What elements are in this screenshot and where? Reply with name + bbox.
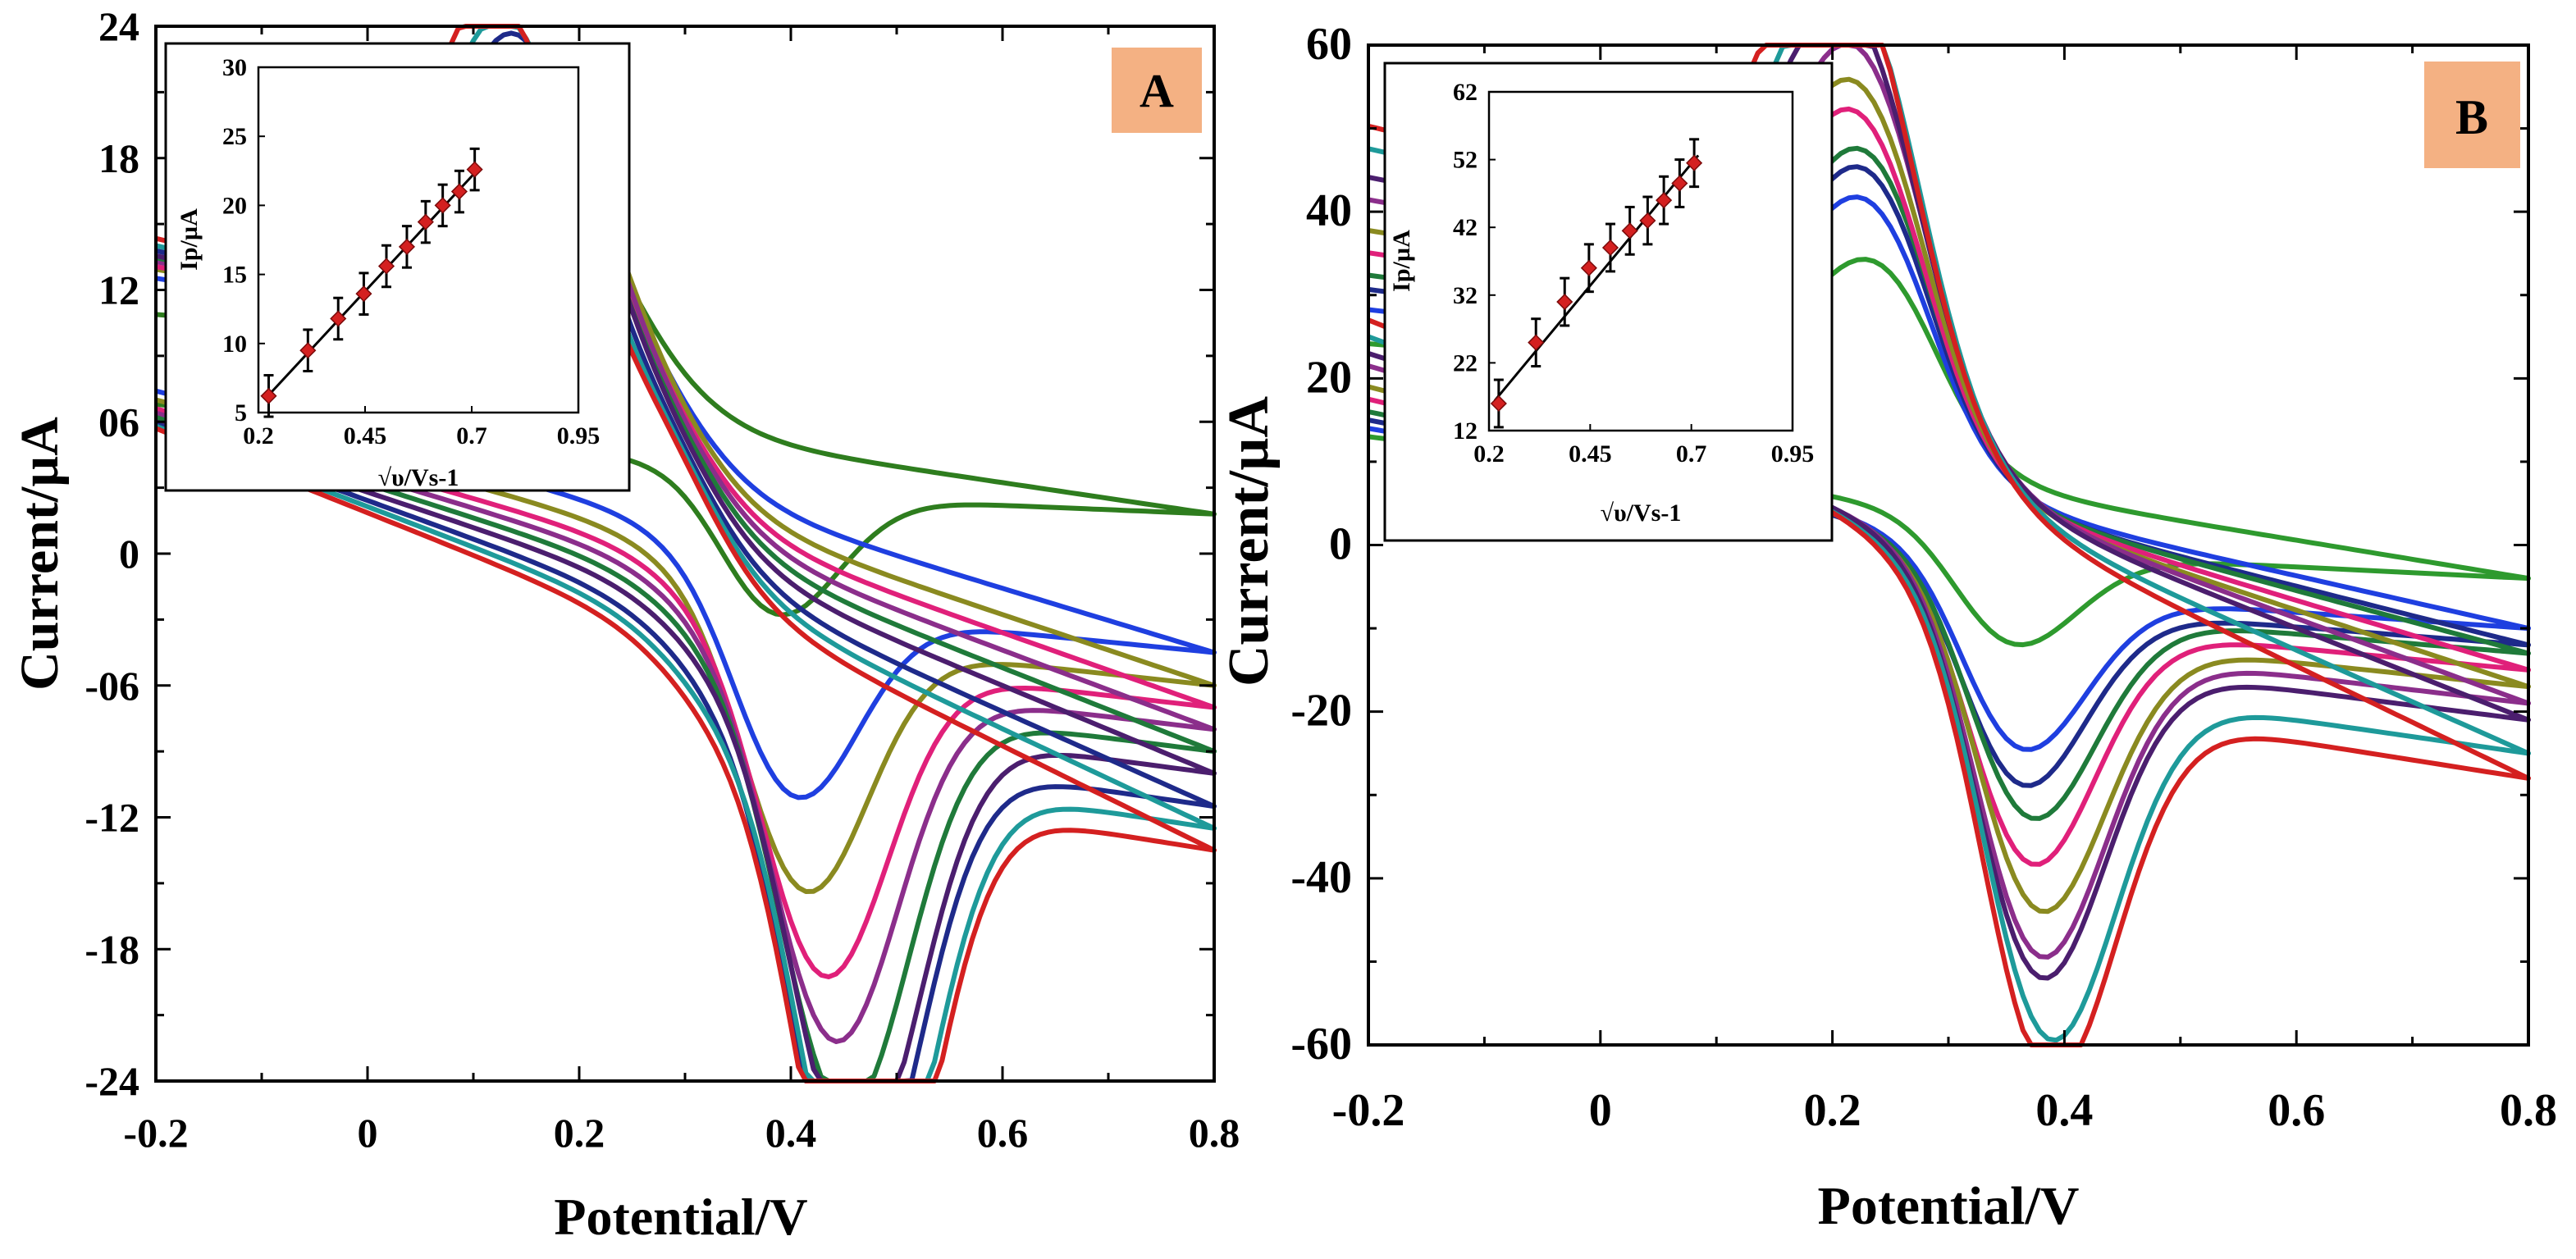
inset-data-point — [1528, 334, 1545, 351]
panel-b-inset: 0.2 0.45 0.7 0.95 12 22 32 42 52 62 √υ/Vs-1 Ip/µA — [1383, 62, 1834, 542]
inset-x-tick-label: 0.45 — [344, 422, 387, 449]
x-tick-label: 0.8 — [1189, 1110, 1240, 1156]
inset-x-tick-label: 0.2 — [243, 422, 274, 449]
inset-x-tick-label: 0.95 — [1771, 440, 1815, 468]
inset-y-tick-label: 10 — [222, 331, 247, 358]
inset-data-point — [434, 197, 451, 214]
inset-y-tick-label: 32 — [1453, 282, 1478, 309]
panel-b-chart: -0.2 0 0.2 0.4 0.6 0.8 -60 -40 -20 0 20 40 60 Potent… — [1217, 19, 2557, 1236]
inset-data-point — [466, 161, 483, 178]
inset-data-point — [1556, 293, 1573, 311]
x-tick-label: -0.2 — [1332, 1085, 1405, 1136]
y-tick-label: -40 — [1290, 852, 1352, 903]
y-tick-label: -60 — [1290, 1019, 1352, 1070]
inset-y-tick-label: 15 — [222, 262, 247, 289]
inset-y-tick-label: 5 — [235, 399, 247, 427]
inset-data-point — [1686, 154, 1703, 171]
inset-y-tick-label: 22 — [1453, 349, 1478, 376]
y-tick-label: -06 — [84, 663, 139, 709]
inset-data-point — [299, 342, 317, 359]
inset-data-point — [398, 238, 416, 255]
y-tick-label: -12 — [84, 795, 139, 841]
inset-data-point — [330, 310, 347, 327]
y-tick-label: 20 — [1306, 352, 1352, 403]
panel-b-inset-plot-frame — [1487, 90, 1794, 432]
inset-data-point — [1671, 175, 1688, 192]
x-tick-label: -0.2 — [123, 1110, 188, 1156]
panel-b-y-axis-label: Current/µA — [1217, 396, 1281, 687]
panel-b-ticks: -0.2 0 0.2 0.4 0.6 0.8 -60 -40 -20 0 20 40 60 — [1290, 19, 2557, 1136]
inset-x-tick-label: 0.7 — [456, 422, 487, 449]
x-tick-label: 0.2 — [1804, 1085, 1861, 1136]
panel-a-inset-ticks: 0.2 0.45 0.7 0.95 5 10 15 20 25 30 — [222, 54, 600, 449]
y-tick-label: 0 — [1329, 519, 1352, 570]
panel-b-inset-box — [1383, 62, 1834, 542]
inset-data-point — [1601, 239, 1619, 257]
inset-data-point — [1621, 222, 1638, 239]
inset-x-tick-label: 0.95 — [557, 422, 601, 449]
panel-b-label: B — [2455, 90, 2488, 144]
panel-b-label-badge: B — [2424, 62, 2520, 168]
x-tick-label: 0.2 — [554, 1110, 605, 1156]
inset-data-point — [417, 213, 434, 230]
y-tick-label: 06 — [98, 399, 139, 445]
panel-b-inset-y-label: Ip/µA — [1388, 230, 1415, 292]
inset-data-point — [355, 285, 372, 303]
y-tick-label: 24 — [98, 3, 139, 49]
panel-a-inset-marks — [260, 147, 483, 418]
y-tick-label: -24 — [84, 1058, 139, 1104]
panel-a-y-axis-label: Current/µA — [10, 417, 70, 691]
y-tick-label: 40 — [1306, 185, 1352, 236]
inset-x-tick-label: 0.7 — [1676, 440, 1707, 468]
inset-data-point — [1639, 212, 1656, 230]
inset-y-tick-label: 52 — [1453, 147, 1478, 174]
panel-a-ticks: -0.2 0 0.2 0.4 0.6 0.8 -24 -18 -12 -06 0 06 12 18 24 — [84, 3, 1240, 1156]
x-tick-label: 0.6 — [2268, 1085, 2325, 1136]
x-tick-label: 0.4 — [765, 1110, 817, 1156]
panel-a-x-axis-label: Potential/V — [554, 1188, 807, 1246]
panel-a-label: A — [1140, 64, 1174, 117]
inset-y-tick-label: 42 — [1453, 214, 1478, 241]
x-tick-label: 0 — [358, 1110, 378, 1156]
y-tick-label: -18 — [84, 926, 139, 972]
y-tick-label: 18 — [98, 135, 139, 181]
panel-a-inset-plot-frame — [257, 66, 580, 414]
x-tick-label: 0.4 — [2035, 1085, 2093, 1136]
panel-a-chart: -0.2 0 0.2 0.4 0.6 0.8 -24 -18 -12 -06 0 06 12 18 24 P… — [10, 3, 1240, 1246]
inset-data-point — [260, 387, 277, 404]
inset-y-tick-label: 25 — [222, 123, 247, 150]
panel-b-inset-x-label: √υ/Vs-1 — [1601, 499, 1682, 527]
inset-data-point — [450, 183, 468, 200]
panel-a-inset-box — [164, 42, 631, 492]
panel-a-inset: 0.2 0.45 0.7 0.95 5 10 15 20 25 30 √υ/Vs-1 Ip/µA — [164, 42, 631, 492]
y-tick-label: -20 — [1290, 686, 1352, 737]
x-tick-label: 0.6 — [977, 1110, 1029, 1156]
x-tick-label: 0.8 — [2500, 1085, 2557, 1136]
inset-y-tick-label: 30 — [222, 54, 247, 81]
inset-x-tick-label: 0.2 — [1473, 440, 1505, 468]
inset-data-point — [1656, 192, 1673, 209]
panel-b-inset-marks — [1490, 138, 1703, 429]
y-tick-label: 12 — [98, 267, 139, 313]
panel-b-x-axis-label: Potential/V — [1818, 1176, 2080, 1236]
panel-a-inset-y-label: Ip/µA — [176, 208, 203, 271]
inset-x-tick-label: 0.45 — [1569, 440, 1612, 468]
panel-a-label-badge: A — [1112, 48, 1202, 133]
panel-a-label-bg — [1112, 48, 1202, 133]
panel-a-inset-x-label: √υ/Vs-1 — [378, 464, 459, 491]
inset-data-point — [377, 258, 395, 275]
y-tick-label: 0 — [119, 531, 139, 577]
panel-b-inset-ticks: 0.2 0.45 0.7 0.95 12 22 32 42 52 62 — [1453, 79, 1814, 468]
inset-y-tick-label: 12 — [1453, 417, 1478, 445]
x-tick-label: 0 — [1589, 1085, 1612, 1136]
inset-y-tick-label: 20 — [222, 192, 247, 219]
y-tick-label: 60 — [1306, 19, 1352, 70]
inset-data-point — [1490, 395, 1507, 413]
inset-y-tick-label: 62 — [1453, 79, 1478, 106]
panel-b-label-bg — [2424, 62, 2520, 168]
inset-data-point — [1580, 259, 1597, 276]
